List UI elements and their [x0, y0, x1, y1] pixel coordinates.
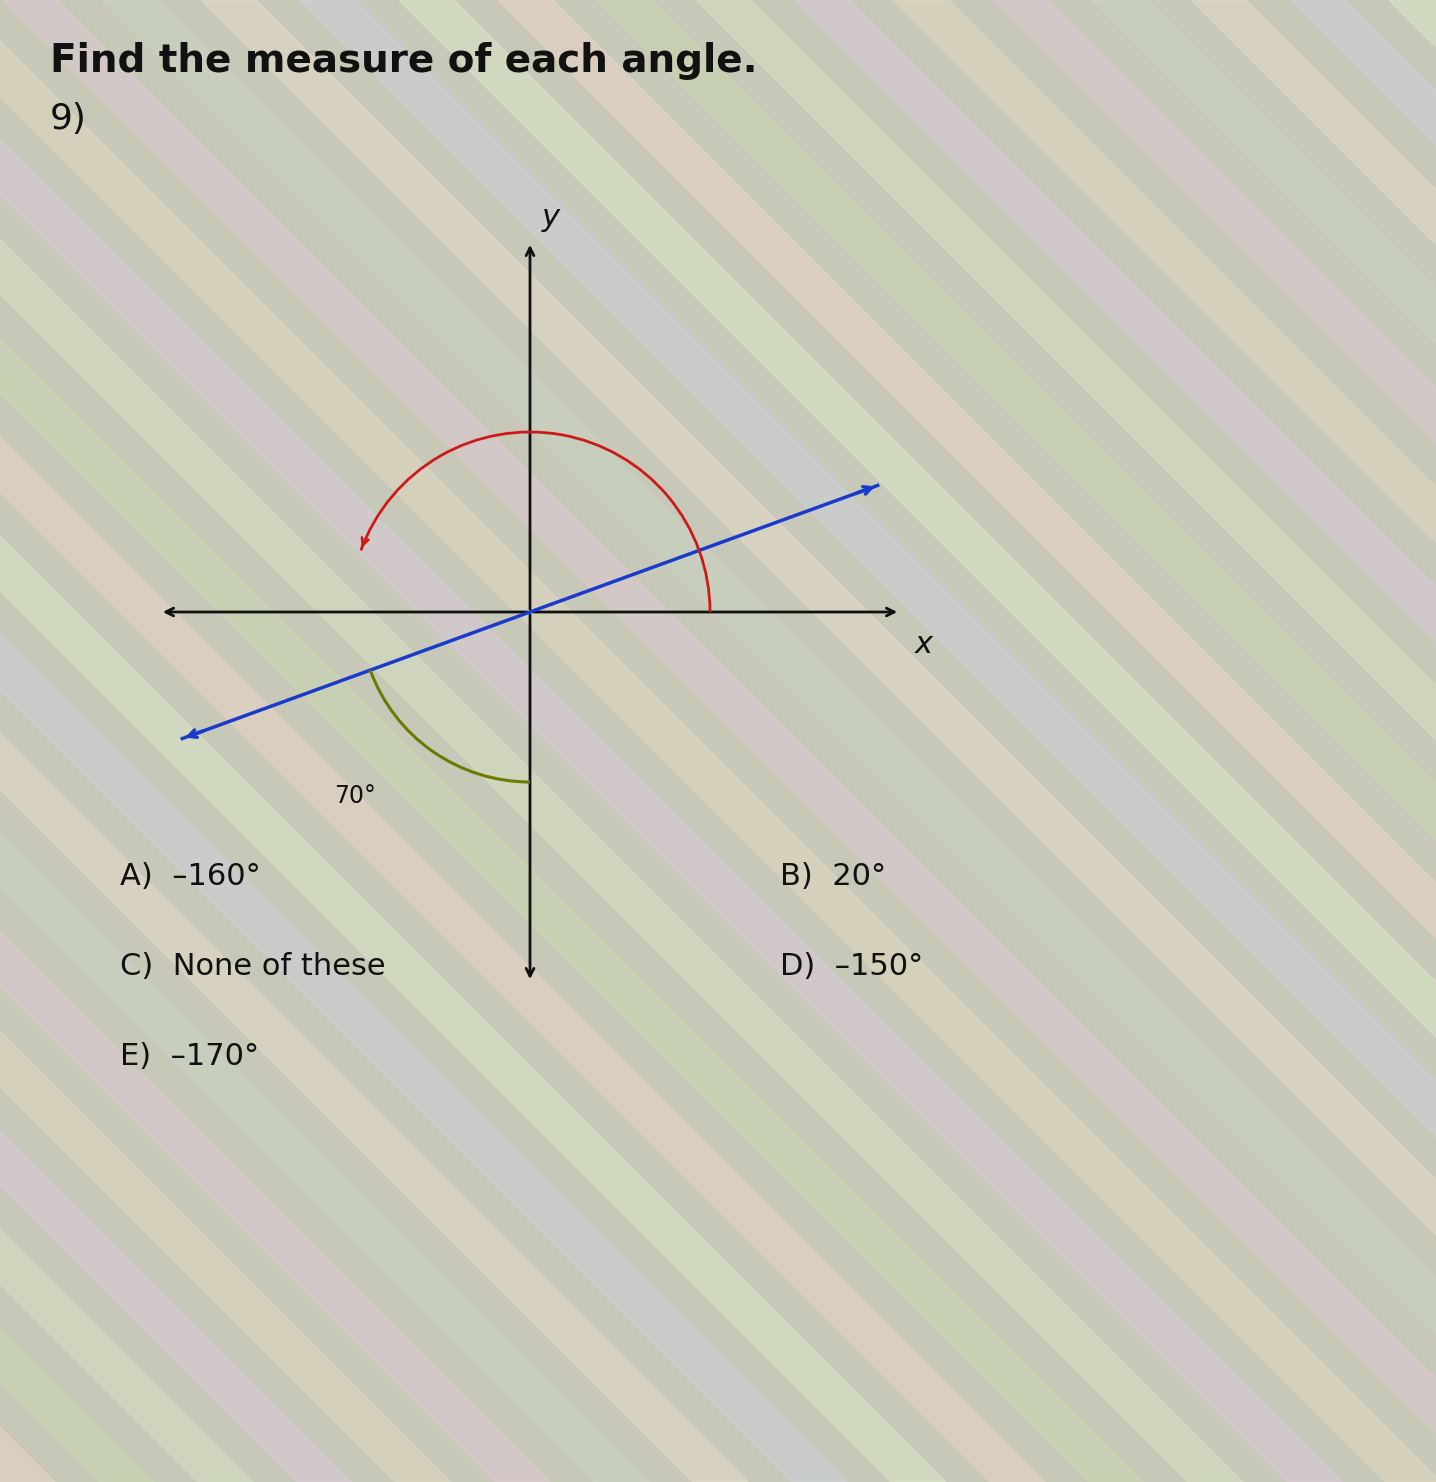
Polygon shape	[0, 0, 154, 1482]
Polygon shape	[0, 0, 1244, 1482]
Polygon shape	[895, 0, 1436, 1482]
Polygon shape	[498, 0, 1436, 1482]
Text: y: y	[541, 203, 560, 233]
Polygon shape	[0, 0, 1343, 1482]
Polygon shape	[0, 0, 847, 1482]
Text: E)  –170°: E) –170°	[121, 1042, 258, 1071]
Polygon shape	[102, 0, 1436, 1482]
Polygon shape	[0, 0, 451, 1482]
Text: x: x	[915, 630, 933, 659]
Polygon shape	[696, 0, 1436, 1482]
Text: D)  –150°: D) –150°	[780, 951, 923, 981]
Text: 70°: 70°	[333, 784, 376, 808]
Polygon shape	[0, 0, 649, 1482]
Polygon shape	[0, 0, 946, 1482]
Polygon shape	[994, 0, 1436, 1482]
Polygon shape	[201, 0, 1436, 1482]
Polygon shape	[0, 0, 55, 1482]
Polygon shape	[1290, 0, 1436, 1482]
Polygon shape	[3, 0, 1436, 1482]
Polygon shape	[0, 0, 550, 1482]
Polygon shape	[0, 0, 253, 1482]
Polygon shape	[1091, 0, 1436, 1482]
Polygon shape	[1389, 0, 1436, 1482]
Text: C)  None of these: C) None of these	[121, 951, 386, 981]
Polygon shape	[796, 0, 1436, 1482]
Polygon shape	[0, 0, 1144, 1482]
Polygon shape	[0, 0, 1045, 1482]
Text: B)  20°: B) 20°	[780, 863, 886, 891]
Polygon shape	[597, 0, 1436, 1482]
Text: 9): 9)	[50, 102, 86, 136]
Polygon shape	[0, 0, 748, 1482]
Text: A)  –160°: A) –160°	[121, 863, 261, 891]
Polygon shape	[1190, 0, 1436, 1482]
Polygon shape	[300, 0, 1436, 1482]
Text: Find the measure of each angle.: Find the measure of each angle.	[50, 41, 758, 80]
Polygon shape	[0, 0, 352, 1482]
Polygon shape	[399, 0, 1436, 1482]
